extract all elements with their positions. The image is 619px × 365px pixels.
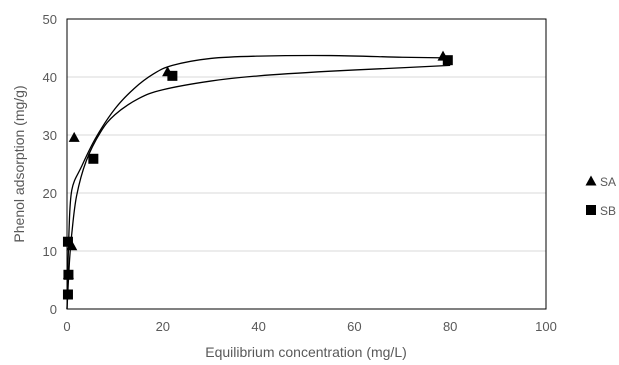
x-tick-labels: 0 20 40 60 80 100 [63, 319, 556, 334]
legend: SA SB [585, 175, 616, 218]
data-point-sb [167, 70, 178, 81]
data-point-sb [88, 153, 99, 164]
x-tick-label: 40 [251, 319, 265, 334]
fit-curves [66, 54, 451, 310]
x-tick-label: 80 [443, 319, 457, 334]
y-tick-label: 30 [43, 128, 57, 143]
x-tick-label: 20 [156, 319, 170, 334]
gridlines [67, 76, 546, 252]
x-tick-label: 0 [63, 319, 70, 334]
legend-label-sb: SB [600, 204, 616, 218]
data-point-sb [63, 269, 74, 280]
y-tick-label: 0 [50, 302, 57, 317]
data-point-sb [62, 236, 73, 247]
data-point-sb [62, 289, 73, 300]
data-points [62, 50, 453, 300]
x-axis-title: Equilibrium concentration (mg/L) [205, 344, 407, 360]
y-tick-label: 20 [43, 186, 57, 201]
y-tick-labels: 0 10 20 30 40 50 [43, 12, 57, 317]
legend-label-sa: SA [600, 175, 616, 189]
legend-marker-sb [586, 205, 596, 215]
y-axis-title: Phenol adsorption (mg/g) [11, 85, 27, 242]
y-tick-label: 10 [43, 244, 57, 259]
plot-frame [66, 18, 547, 310]
fit-curve-sa [66, 54, 446, 310]
y-tick-label: 40 [43, 70, 57, 85]
data-point-sa [68, 131, 80, 142]
fit-curve-sb [66, 64, 451, 310]
data-point-sb [442, 55, 453, 66]
x-tick-label: 100 [535, 319, 557, 334]
y-tick-label: 50 [43, 12, 57, 27]
x-tick-label: 60 [347, 319, 361, 334]
legend-marker-sa [585, 175, 597, 186]
